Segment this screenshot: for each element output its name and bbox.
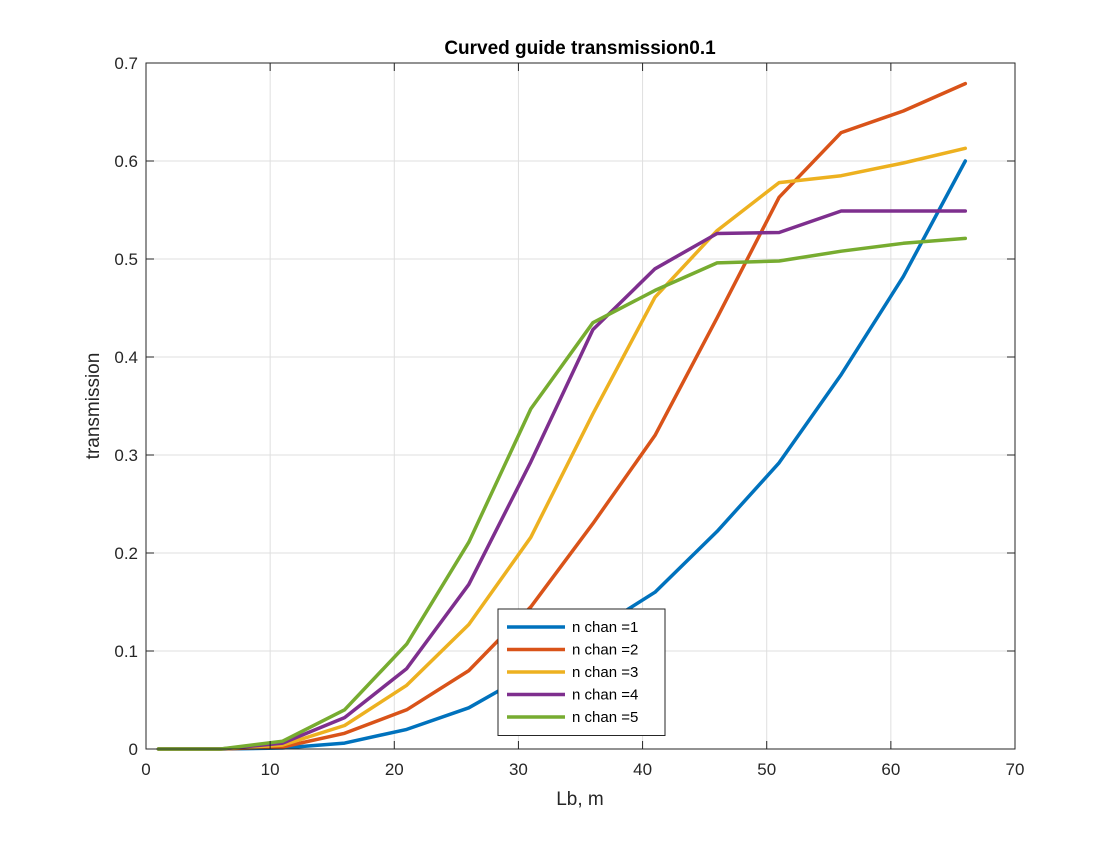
x-tick-label: 10 [261, 760, 280, 779]
legend-entry: n chan =3 [572, 664, 638, 681]
y-tick-label: 0.5 [114, 250, 138, 269]
y-tick-label: 0.1 [114, 642, 138, 661]
legend-entry: n chan =5 [572, 709, 638, 726]
y-tick-label: 0.4 [114, 348, 138, 367]
ticks: 0 10 20 30 40 50 60 70 0 0.1 0.2 0.3 0.4 0.5 0.6 0.7 [114, 54, 1024, 779]
series-line-5 [156, 236, 968, 751]
legend-entry: n chan =4 [572, 687, 638, 704]
axes-box [145, 62, 1016, 750]
y-tick-label: 0.2 [114, 544, 138, 563]
x-tick-label: 70 [1006, 760, 1025, 779]
x-tick-label: 0 [141, 760, 150, 779]
y-axis-label: transmission [83, 353, 104, 460]
y-tick-label: 0 [129, 740, 138, 759]
legend: n chan =1 n chan =2 n chan =3 n chan =4 n ch… [497, 608, 666, 736]
x-tick-label: 30 [509, 760, 528, 779]
x-tick-label: 50 [757, 760, 776, 779]
legend-entry: n chan =1 [572, 619, 638, 636]
x-tick-label: 60 [881, 760, 900, 779]
series-line-3 [156, 146, 968, 751]
x-tick-label: 20 [385, 760, 404, 779]
y-tick-label: 0.7 [114, 54, 138, 73]
y-tick-label: 0.6 [114, 152, 138, 171]
series-line-2 [156, 81, 968, 751]
series-line-4 [156, 209, 968, 751]
x-axis-label: Lb, m [556, 789, 604, 810]
legend-entry: n chan =2 [572, 642, 638, 659]
x-tick-label: 40 [633, 760, 652, 779]
chart-title: Curved guide transmission0.1 [444, 38, 716, 59]
y-tick-label: 0.3 [114, 446, 138, 465]
